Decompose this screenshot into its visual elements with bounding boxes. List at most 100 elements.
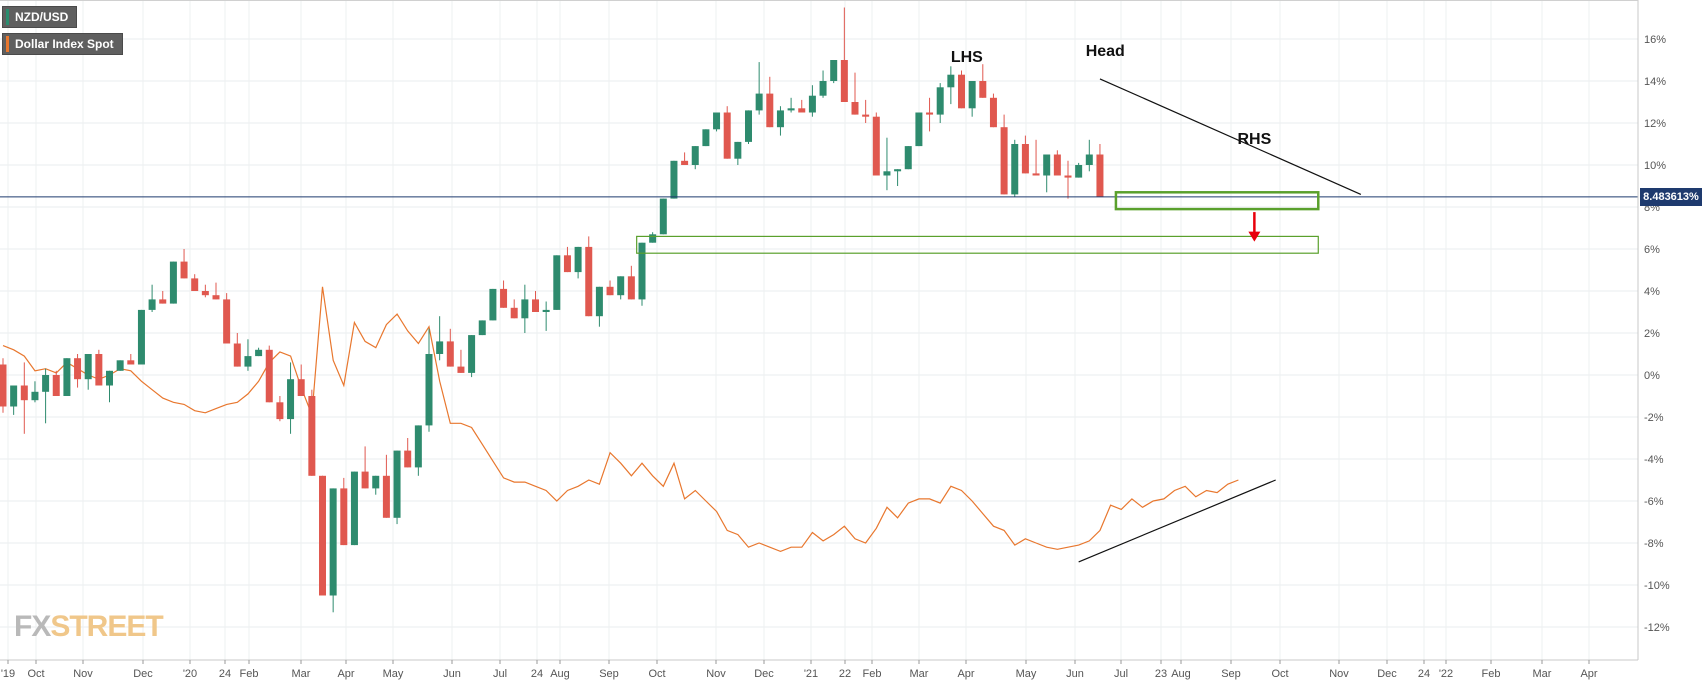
candle — [393, 450, 401, 525]
candle — [915, 112, 923, 147]
y-tick-label: 16% — [1644, 34, 1666, 46]
candle — [74, 354, 82, 388]
candle-body — [500, 288, 508, 308]
candle-body — [542, 309, 550, 312]
candle — [926, 97, 934, 132]
candle — [137, 309, 145, 365]
candle — [84, 354, 92, 390]
candle — [500, 280, 508, 308]
candle — [745, 110, 752, 144]
y-axis: 16%14%12%10%8%6%4%2%0%-2%-4%-6%-8%-10%-1… — [1637, 0, 1670, 660]
candle-body — [31, 391, 39, 401]
candle-body — [1075, 165, 1083, 178]
x-tick-label: Oct — [648, 668, 665, 680]
candle — [894, 169, 902, 186]
candle — [436, 316, 444, 361]
x-tick-label: Mar — [292, 668, 311, 680]
candle — [478, 320, 486, 336]
x-tick-label: Feb — [1482, 668, 1501, 680]
pattern-overlays: LHS Head RHS — [0, 43, 1638, 563]
candle-body — [723, 112, 731, 159]
x-tick-label: Nov — [73, 668, 93, 680]
y-tick-label: 2% — [1644, 328, 1660, 340]
candle — [106, 370, 113, 403]
x-tick-label: May — [1016, 668, 1037, 680]
candle — [862, 99, 870, 123]
pattern-label: RHS — [1237, 131, 1271, 148]
x-tick-label: Mar — [1533, 668, 1552, 680]
candle — [787, 97, 795, 113]
y-tick-label: -6% — [1644, 496, 1664, 508]
candle-body — [883, 171, 891, 176]
x-tick-label: Sep — [1221, 668, 1241, 680]
x-tick-label: Jul — [493, 668, 507, 680]
candle — [489, 288, 497, 321]
candle-body — [42, 375, 50, 392]
x-tick-label: Dec — [754, 668, 774, 680]
candle-body — [617, 276, 625, 296]
x-tick-label: 24 — [1418, 668, 1430, 680]
candle — [617, 276, 625, 300]
candle — [340, 477, 348, 546]
candle — [947, 66, 955, 105]
candle — [1000, 114, 1008, 195]
grid-lines — [0, 0, 1638, 660]
legend-item-nzdusd[interactable]: NZD/USD — [2, 6, 78, 28]
candle — [798, 99, 806, 113]
candle-body — [393, 450, 401, 518]
candle — [244, 339, 252, 371]
x-tick-label: 23 — [1155, 668, 1167, 680]
logo-part-fx: FX — [14, 610, 51, 643]
candle — [201, 284, 209, 298]
y-tick-label: -2% — [1644, 412, 1664, 424]
candle-body — [926, 112, 934, 115]
candle-body — [350, 471, 358, 546]
x-tick-label: Jun — [1066, 668, 1084, 680]
candle — [851, 72, 859, 115]
candle-body — [532, 299, 539, 312]
candle — [595, 286, 603, 327]
y-tick-label: 12% — [1644, 118, 1666, 130]
candle-body — [287, 379, 295, 420]
candle-body — [382, 475, 390, 518]
candle-body — [201, 291, 209, 296]
candle-body — [436, 341, 444, 354]
candle — [989, 93, 997, 128]
candle-body — [787, 108, 795, 111]
x-tick-label: 24 — [531, 668, 543, 680]
candle — [425, 328, 433, 432]
y-tick-label: 0% — [1644, 370, 1660, 382]
x-tick-label: Feb — [240, 668, 259, 680]
x-tick-label: Mar — [910, 668, 929, 680]
candle — [212, 282, 220, 300]
candle — [223, 293, 231, 344]
candle-body — [265, 349, 273, 403]
candle — [127, 354, 135, 365]
candle-body — [1000, 127, 1008, 195]
x-tick-label: 24 — [219, 668, 231, 680]
candle-body — [1096, 154, 1104, 197]
candle — [297, 364, 305, 396]
candle-body — [915, 112, 923, 147]
candle — [1064, 160, 1072, 199]
candle — [979, 64, 987, 98]
x-tick-label: Apr — [1580, 668, 1597, 680]
candle — [883, 137, 891, 191]
legend-item-dollar-index[interactable]: Dollar Index Spot — [2, 33, 123, 55]
candle — [446, 328, 454, 367]
candle-body — [819, 81, 827, 96]
y-tick-label: 14% — [1644, 76, 1666, 88]
x-tick-label: Dec — [133, 668, 153, 680]
candle-body — [713, 112, 721, 130]
x-tick-label: Aug — [1171, 668, 1191, 680]
candle-body — [297, 379, 305, 396]
candle — [468, 335, 476, 378]
candle — [372, 475, 380, 495]
x-tick-label: '22 — [1439, 668, 1453, 680]
candle-body — [1043, 154, 1051, 176]
candle — [308, 389, 316, 476]
candle-body — [361, 471, 369, 489]
x-tick-label: Apr — [337, 668, 354, 680]
candle — [638, 242, 646, 306]
candle-body — [212, 295, 220, 300]
